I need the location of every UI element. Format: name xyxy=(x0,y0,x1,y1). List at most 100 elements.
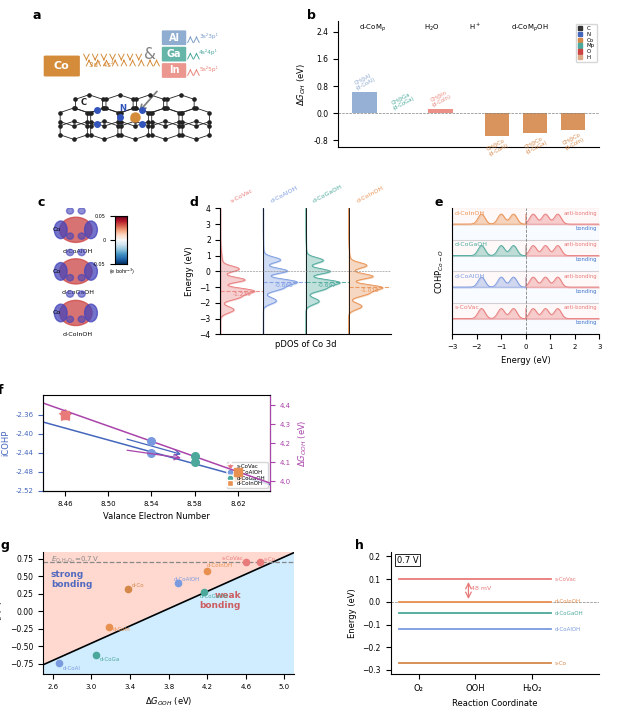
Text: -1.239: -1.239 xyxy=(232,292,252,297)
Text: H$^+$: H$^+$ xyxy=(468,22,481,32)
Text: d-CoGa: d-CoGa xyxy=(100,657,121,662)
Text: -0.697: -0.697 xyxy=(318,283,337,288)
Bar xyxy=(452,287,599,303)
Ellipse shape xyxy=(78,249,85,256)
Ellipse shape xyxy=(59,300,92,326)
Ellipse shape xyxy=(85,221,98,239)
Text: d-CoGaOH: d-CoGaOH xyxy=(62,290,95,295)
Ellipse shape xyxy=(85,263,98,280)
FancyBboxPatch shape xyxy=(162,31,186,45)
Text: d-CoAlOH: d-CoAlOH xyxy=(454,274,485,279)
Text: bonding: bonding xyxy=(575,226,597,231)
Text: Al: Al xyxy=(169,33,179,43)
Text: bonding: bonding xyxy=(575,257,597,262)
X-axis label: Energy (eV): Energy (eV) xyxy=(501,356,551,365)
Y-axis label: Energy (eV): Energy (eV) xyxy=(348,589,357,638)
Y-axis label: $\Delta G_{OOH}$ (eV): $\Delta G_{OOH}$ (eV) xyxy=(297,420,309,467)
Text: g: g xyxy=(1,540,9,552)
Text: bonding: bonding xyxy=(575,320,597,325)
Text: strong
bonding: strong bonding xyxy=(51,569,92,589)
Text: s-Co: s-Co xyxy=(554,660,566,666)
Text: d-CoM$_p$: d-CoM$_p$ xyxy=(359,23,386,34)
Bar xyxy=(452,271,599,287)
Ellipse shape xyxy=(67,233,74,239)
Text: bonding: bonding xyxy=(575,289,597,294)
Text: s-CoVac: s-CoVac xyxy=(454,305,480,310)
Text: d-CoInOH: d-CoInOH xyxy=(554,599,580,604)
Text: OH@Ga
(d-CoGa): OH@Ga (d-CoGa) xyxy=(389,91,415,111)
FancyBboxPatch shape xyxy=(162,63,186,78)
Bar xyxy=(452,240,599,256)
Text: 48 mV: 48 mV xyxy=(471,586,491,591)
Text: d-CoAl: d-CoAl xyxy=(62,665,80,671)
Text: 4s²4p¹: 4s²4p¹ xyxy=(199,50,218,55)
Text: d-CoInOH: d-CoInOH xyxy=(207,563,234,568)
Y-axis label: iCOHP: iCOHP xyxy=(1,430,10,457)
Text: Co: Co xyxy=(130,117,140,123)
Bar xyxy=(523,113,548,133)
Text: -1.018: -1.018 xyxy=(360,288,379,293)
Text: d-CoM$_p$OH: d-CoM$_p$OH xyxy=(510,23,548,34)
Text: weak
bonding: weak bonding xyxy=(200,591,241,610)
Text: In: In xyxy=(169,65,179,75)
Text: Co: Co xyxy=(53,310,61,315)
Text: -0.668: -0.668 xyxy=(275,283,294,288)
Text: anti-bonding: anti-bonding xyxy=(564,242,597,247)
Ellipse shape xyxy=(67,316,74,322)
Ellipse shape xyxy=(67,249,74,256)
Text: anti-bonding: anti-bonding xyxy=(564,211,597,216)
Text: d-CoGaOH: d-CoGaOH xyxy=(454,242,488,247)
Bar xyxy=(452,303,599,319)
Bar xyxy=(452,256,599,271)
Bar xyxy=(561,113,585,130)
Text: c: c xyxy=(38,196,45,209)
X-axis label: $\Delta G_{OOH}$ (eV): $\Delta G_{OOH}$ (eV) xyxy=(145,696,192,709)
Ellipse shape xyxy=(67,208,74,214)
Y-axis label: $\Delta G_{OH}$ (eV): $\Delta G_{OH}$ (eV) xyxy=(295,63,308,106)
Text: d-CoInOH: d-CoInOH xyxy=(63,332,93,337)
X-axis label: Reaction Coordinate: Reaction Coordinate xyxy=(452,699,538,708)
Legend: C, N, Co, Mp, O, H: C, N, Co, Mp, O, H xyxy=(577,24,597,62)
Bar xyxy=(452,224,599,240)
Ellipse shape xyxy=(85,304,98,322)
Text: H$_2$O: H$_2$O xyxy=(424,23,440,33)
Text: d-CoInOH: d-CoInOH xyxy=(355,185,384,204)
Text: N: N xyxy=(119,104,127,113)
Text: OH@Co
(d-CoGa): OH@Co (d-CoGa) xyxy=(522,134,548,155)
Bar xyxy=(428,109,452,113)
Text: b: b xyxy=(307,9,315,22)
Ellipse shape xyxy=(78,233,85,239)
Text: (e bohr$^{-3}$): (e bohr$^{-3}$) xyxy=(109,266,135,277)
Ellipse shape xyxy=(67,275,74,281)
Text: d-CoAlOH: d-CoAlOH xyxy=(554,627,580,632)
Text: OH@Co
(d-CoAl): OH@Co (d-CoAl) xyxy=(485,138,509,157)
Text: Ga: Ga xyxy=(167,49,181,59)
Text: Co: Co xyxy=(54,61,70,71)
Text: s-CoVac: s-CoVac xyxy=(230,187,254,204)
Text: C: C xyxy=(80,98,87,106)
FancyBboxPatch shape xyxy=(162,47,186,62)
Text: d-CoAlOH: d-CoAlOH xyxy=(174,577,200,581)
Ellipse shape xyxy=(78,275,85,281)
Text: f: f xyxy=(0,383,3,397)
Text: e: e xyxy=(434,196,443,209)
Text: 5s²5p¹: 5s²5p¹ xyxy=(199,66,218,72)
Text: d-CoAlOH: d-CoAlOH xyxy=(63,248,93,253)
Y-axis label: Energy (eV): Energy (eV) xyxy=(185,246,194,296)
Text: d-Co: d-Co xyxy=(132,583,145,588)
Text: Co: Co xyxy=(53,227,61,232)
Y-axis label: COHP$_{Co-O}$: COHP$_{Co-O}$ xyxy=(434,248,446,294)
Text: d-CoInOH: d-CoInOH xyxy=(454,211,485,216)
Text: OH@In
(d-CoIn): OH@In (d-CoIn) xyxy=(428,89,452,108)
Text: OH@Al
(d-CoAl): OH@Al (d-CoAl) xyxy=(352,71,376,91)
Text: s-CoVac: s-CoVac xyxy=(554,577,576,581)
Text: 3s²3p¹: 3s²3p¹ xyxy=(199,33,218,39)
Text: a: a xyxy=(32,9,41,22)
Y-axis label: U$_L$ (V): U$_L$ (V) xyxy=(0,600,4,626)
Ellipse shape xyxy=(54,263,67,280)
Bar xyxy=(452,319,599,334)
Text: d-CoAlOH: d-CoAlOH xyxy=(270,185,299,204)
Text: s-CoVac: s-CoVac xyxy=(222,557,243,562)
Text: anti-bonding: anti-bonding xyxy=(564,305,597,310)
FancyBboxPatch shape xyxy=(44,55,80,77)
